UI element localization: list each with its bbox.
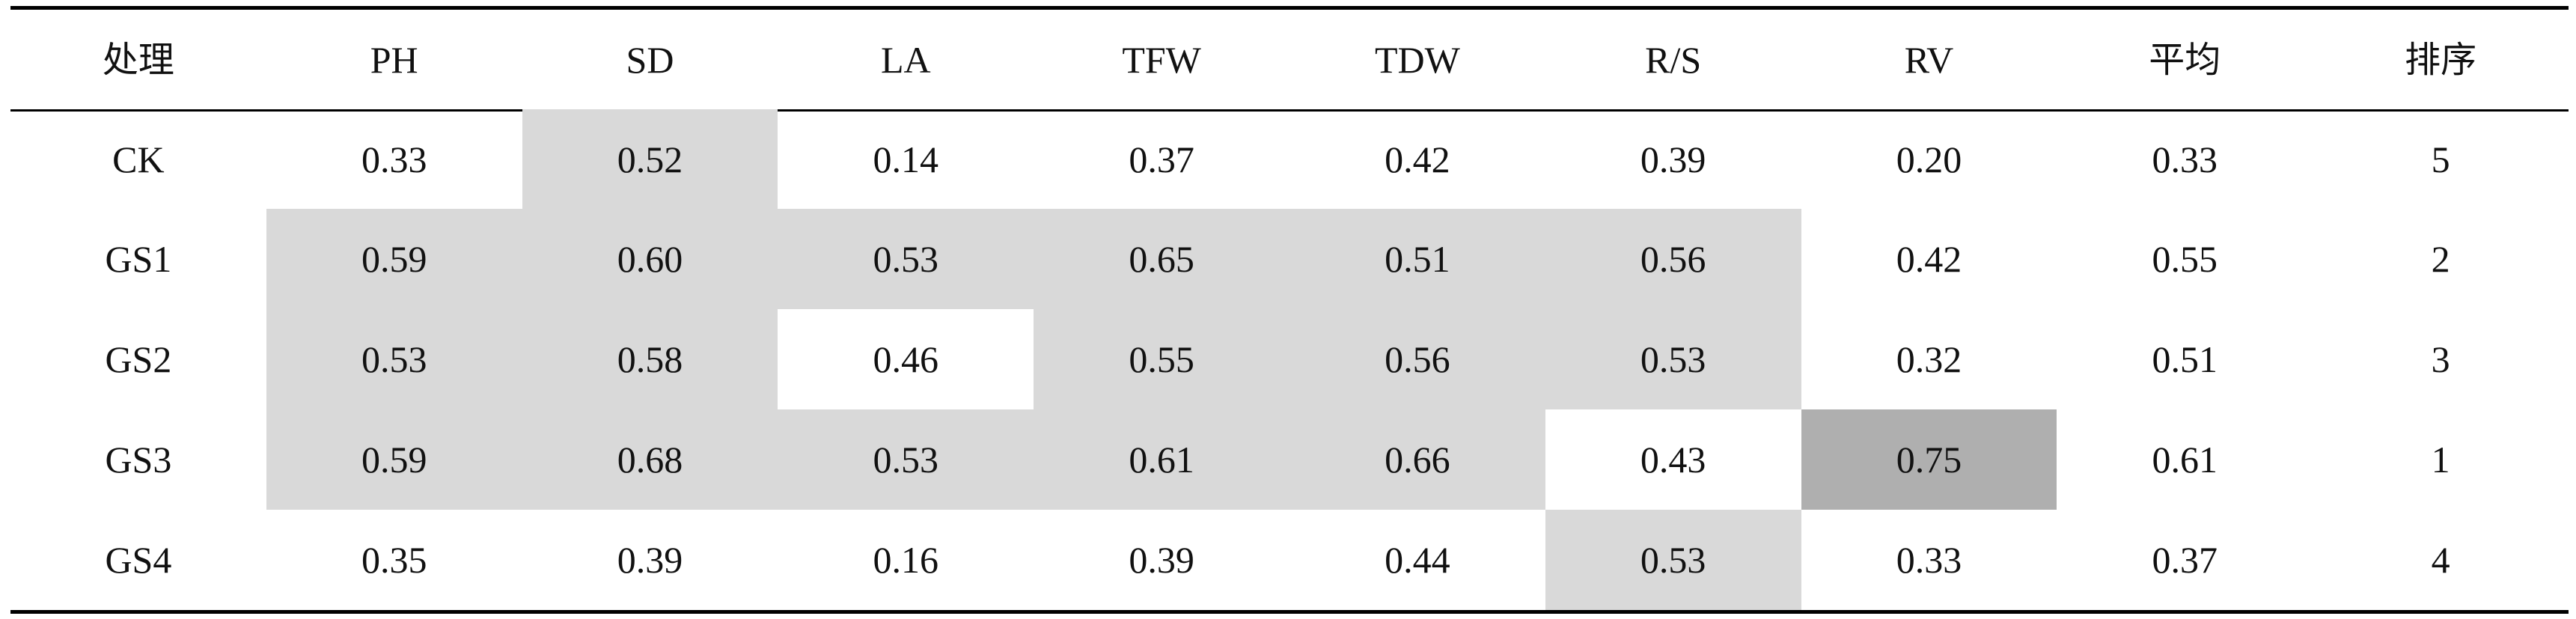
table-cell: CK xyxy=(112,138,165,180)
table-cell: GS3 xyxy=(105,439,172,481)
table-cell: 0.46 xyxy=(873,338,939,380)
table-cell: 0.53 xyxy=(266,309,522,409)
table-cell: 0.43 xyxy=(1640,439,1706,481)
table-cell: GS1 xyxy=(105,238,172,280)
header-tdw: TDW xyxy=(1374,38,1460,81)
header-treatment: 处理 xyxy=(102,38,174,81)
header-rank: 排序 xyxy=(2405,38,2477,81)
table-cell: 0.56 xyxy=(1545,209,1801,309)
table-cell: 0.39 xyxy=(1129,539,1194,581)
top-rule xyxy=(10,6,2569,10)
table-cell: 0.55 xyxy=(1034,309,1289,409)
header-ph: PH xyxy=(370,38,418,81)
table-cell: 0.42 xyxy=(1385,138,1450,180)
table-row: GS3 0.59 0.68 0.53 0.61 0.66 0.43 0.75 0… xyxy=(10,409,2569,510)
table-cell: 0.61 xyxy=(2152,439,2218,481)
header-rs: R/S xyxy=(1645,38,1702,81)
table-cell: 0.39 xyxy=(1640,138,1706,180)
table-cell: 0.37 xyxy=(2152,539,2218,581)
table-cell: 0.42 xyxy=(1896,238,1962,280)
table-cell: 0.59 xyxy=(266,209,522,309)
table-cell: 4 xyxy=(2431,539,2450,581)
table-cell: 2 xyxy=(2431,238,2450,280)
table-cell: 0.56 xyxy=(1289,309,1545,409)
table-row: GS1 0.59 0.60 0.53 0.65 0.51 0.56 0.42 0… xyxy=(10,209,2569,309)
header-sd: SD xyxy=(626,38,674,81)
header-rv: RV xyxy=(1904,38,1954,81)
table-cell: 0.59 xyxy=(266,409,522,510)
table-cell: 0.53 xyxy=(1545,510,1801,610)
table-cell: GS4 xyxy=(105,539,172,581)
table-cell: 0.33 xyxy=(1896,539,1962,581)
table-cell: 0.68 xyxy=(522,409,778,510)
table-cell: 0.52 xyxy=(522,109,778,209)
table-cell: 1 xyxy=(2431,439,2450,481)
table-row: CK 0.33 0.52 0.14 0.37 0.42 0.39 0.20 0.… xyxy=(10,109,2569,209)
table-cell: 0.32 xyxy=(1896,338,1962,380)
table-cell: 0.51 xyxy=(2152,338,2218,380)
table-cell: 0.55 xyxy=(2152,238,2218,280)
header-la: LA xyxy=(880,38,931,81)
table-cell: 0.61 xyxy=(1034,409,1289,510)
table-cell: 0.66 xyxy=(1289,409,1545,510)
table-cell: 0.53 xyxy=(1545,309,1801,409)
table-cell: 0.33 xyxy=(361,138,427,180)
header-tfw: TFW xyxy=(1122,38,1201,81)
table-cell: 5 xyxy=(2431,138,2450,180)
header-average: 平均 xyxy=(2149,38,2221,81)
table-cell: 0.53 xyxy=(778,209,1034,309)
header-rule xyxy=(10,109,2569,112)
table-cell: GS2 xyxy=(105,338,172,380)
table-cell: 0.60 xyxy=(522,209,778,309)
table-cell: 0.14 xyxy=(873,138,939,180)
table-cell: 0.51 xyxy=(1289,209,1545,309)
table-cell: 0.37 xyxy=(1129,138,1194,180)
table-cell: 0.39 xyxy=(617,539,683,581)
table-row: GS2 0.53 0.58 0.46 0.55 0.56 0.53 0.32 0… xyxy=(10,309,2569,409)
table-cell: 0.53 xyxy=(778,409,1034,510)
table-cell: 0.33 xyxy=(2152,138,2218,180)
table-cell: 0.35 xyxy=(361,539,427,581)
header-row: 处理 PH SD LA TFW TDW R/S RV 平均 排序 xyxy=(10,10,2569,109)
table-cell: 0.44 xyxy=(1385,539,1450,581)
table-row: GS4 0.35 0.39 0.16 0.39 0.44 0.53 0.33 0… xyxy=(10,510,2569,610)
table-cell: 0.20 xyxy=(1896,138,1962,180)
table-cell: 0.75 xyxy=(1801,409,2057,510)
table-cell: 0.16 xyxy=(873,539,939,581)
table-cell: 0.58 xyxy=(522,309,778,409)
bottom-rule xyxy=(10,610,2569,614)
results-table: 处理 PH SD LA TFW TDW R/S RV 平均 排序 CK 0.33… xyxy=(10,10,2569,610)
table-cell: 0.65 xyxy=(1034,209,1289,309)
table-cell: 3 xyxy=(2431,338,2450,380)
